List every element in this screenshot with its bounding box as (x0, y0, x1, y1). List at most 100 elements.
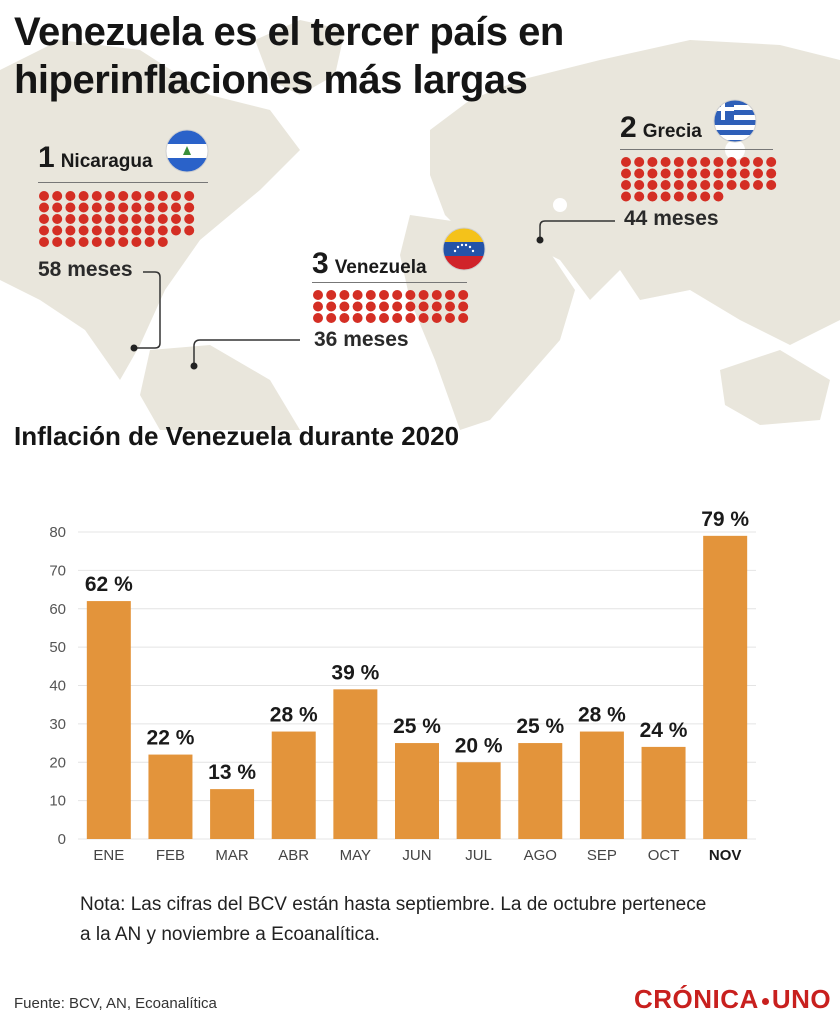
month-dot (753, 157, 763, 167)
logo-part-2: UNO (771, 984, 832, 1014)
y-tick-label: 70 (49, 562, 66, 579)
bar-jun (395, 743, 439, 839)
chart-note: Nota: Las cifras del BCV están hasta sep… (80, 894, 707, 945)
month-dot (65, 214, 76, 224)
month-dot (739, 168, 750, 179)
month-dot (621, 168, 631, 179)
month-dot (157, 214, 168, 224)
rank-number: 1 (38, 141, 55, 174)
month-dot (157, 202, 168, 213)
month-dot (105, 237, 115, 247)
month-dot (157, 237, 168, 247)
month-dot (352, 290, 363, 300)
month-dot (739, 180, 750, 190)
month-dot (39, 214, 49, 224)
month-dot (766, 180, 777, 190)
month-dot (418, 290, 429, 300)
month-dot (660, 157, 671, 167)
month-dot (634, 191, 645, 202)
month-dot (753, 180, 763, 190)
month-dot (621, 157, 631, 167)
month-dot (753, 168, 763, 179)
month-dot (52, 202, 63, 213)
month-dot (379, 290, 389, 300)
month-dot (131, 191, 142, 201)
bar-ene (86, 601, 131, 839)
month-dots-venezuela (313, 290, 469, 323)
month-dot (144, 214, 155, 224)
month-dot (431, 313, 442, 323)
data-label: 79 % (701, 508, 749, 531)
map-leader-lines (130, 220, 615, 370)
month-dot (379, 301, 389, 312)
month-dot (157, 225, 168, 236)
month-dot (184, 214, 195, 224)
month-dot (78, 191, 89, 201)
month-dot (726, 180, 737, 190)
month-dot (118, 214, 129, 224)
month-dot (118, 225, 129, 236)
month-dot (660, 168, 671, 179)
y-tick-label: 10 (49, 793, 66, 810)
month-dot (171, 225, 181, 236)
month-dot (713, 191, 724, 202)
month-dot (91, 202, 102, 213)
month-dot (171, 214, 181, 224)
month-dot (766, 168, 777, 179)
month-dot (647, 191, 658, 202)
chart-title: Inflación de Venezuela durante 2020 (14, 421, 460, 451)
month-dot (458, 301, 469, 312)
x-tick-label: ENE (93, 847, 124, 864)
month-dot (739, 157, 750, 167)
x-tick-label: MAY (340, 847, 371, 864)
month-dot (673, 191, 684, 202)
month-dot (105, 214, 115, 224)
month-dot (144, 191, 155, 201)
month-dot (687, 168, 697, 179)
source-text: Fuente: BCV, AN, Ecoanalítica (14, 995, 217, 1012)
x-tick-label: SEP (587, 847, 617, 864)
ranking-item-grecia: 2 Grecia (620, 111, 702, 145)
bar-mar (210, 789, 255, 839)
month-dot (405, 290, 416, 300)
month-dot (184, 191, 195, 201)
month-dot (687, 191, 697, 202)
month-dot (339, 313, 350, 323)
month-dot (445, 301, 455, 312)
month-dot (39, 202, 49, 213)
month-dots-nicaragua (39, 191, 195, 247)
x-tick-label: NOV (709, 847, 742, 864)
month-dot (660, 191, 671, 202)
month-dot (184, 202, 195, 213)
month-dot (52, 214, 63, 224)
month-dot (445, 313, 455, 323)
month-dot (621, 191, 631, 202)
month-dot (171, 202, 181, 213)
month-dot (700, 168, 711, 179)
ranking-item-venezuela: 3 Venezuela (312, 247, 427, 281)
months-label-nicaragua: 58 meses (38, 258, 133, 281)
month-dot (78, 237, 89, 247)
month-dot (352, 301, 363, 312)
month-dot (634, 168, 645, 179)
x-tick-label: JUL (465, 847, 492, 864)
month-dot (65, 191, 76, 201)
month-dot (700, 191, 711, 202)
month-dot (78, 225, 89, 236)
month-dot (52, 191, 63, 201)
month-dot (39, 225, 49, 236)
rank-number: 3 (312, 247, 329, 280)
month-dot (171, 191, 181, 201)
month-dot (418, 301, 429, 312)
y-tick-label: 40 (49, 678, 66, 695)
x-tick-label: AGO (524, 847, 557, 864)
month-dot (313, 301, 323, 312)
months-label-venezuela: 36 meses (314, 328, 409, 351)
month-dot (673, 157, 684, 167)
month-dot (634, 180, 645, 190)
month-dot (65, 202, 76, 213)
data-label: 22 % (147, 727, 195, 750)
month-dot (39, 237, 49, 247)
month-dot (91, 191, 102, 201)
month-dots-grecia (621, 157, 777, 202)
